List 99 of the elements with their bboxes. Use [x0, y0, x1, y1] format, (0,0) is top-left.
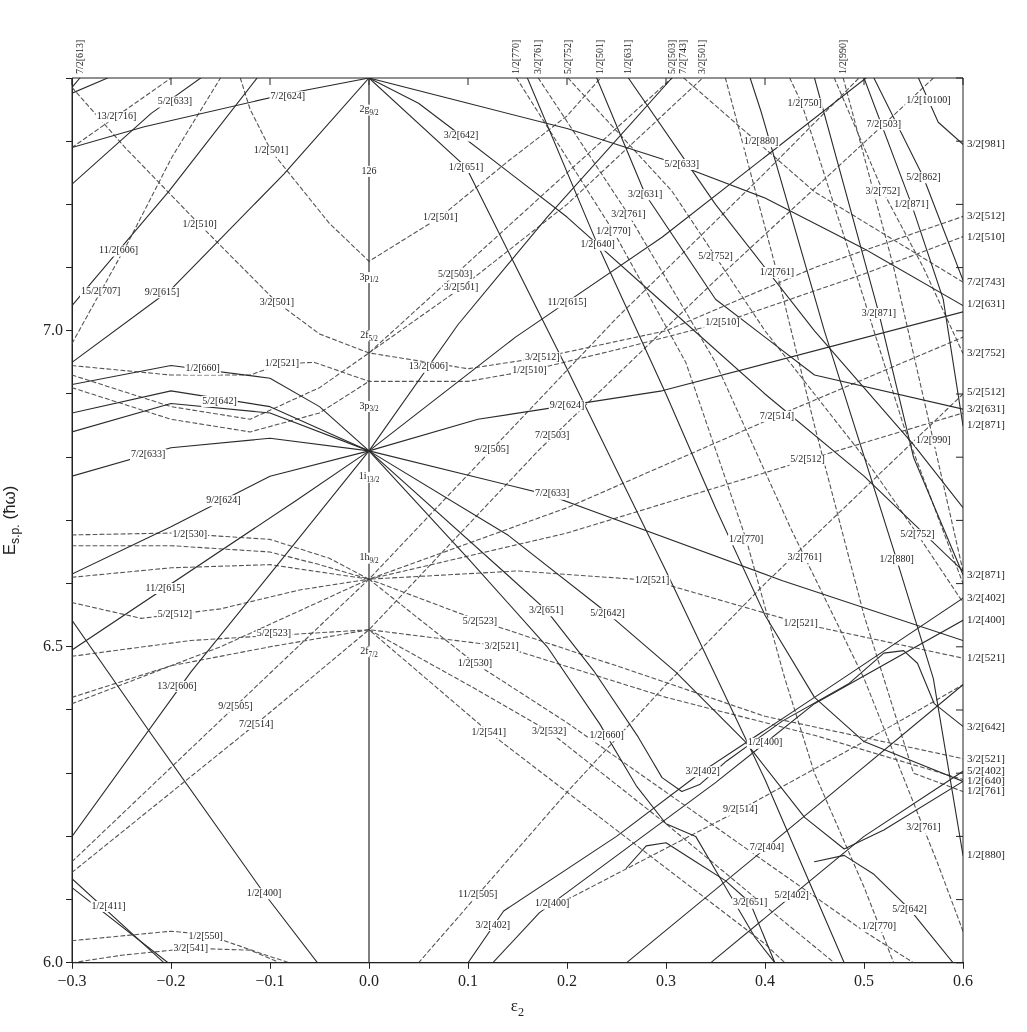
annotation: 5/2[752] [561, 39, 573, 74]
annotation: 3/2[631] [627, 187, 663, 199]
annotation: 1/2[501] [423, 210, 458, 222]
annotation: 1/2[880] [879, 553, 914, 565]
annotation: 3/2[512] [967, 209, 1005, 222]
annotation: 5/2[512] [967, 384, 1005, 397]
annotation: 3/2[651] [528, 603, 564, 615]
annotation: 7/2[624] [270, 89, 306, 101]
annotation: 3/2[402] [967, 591, 1005, 604]
annotation: 9/2[505] [218, 699, 253, 711]
annotation: 15/2[707] [80, 285, 121, 297]
annotation: 1/2[880] [967, 848, 1005, 861]
annotation: 3/2[642] [967, 719, 1005, 732]
annotation: 3/2[501] [259, 295, 295, 307]
annotation: 13/2[606] [408, 360, 449, 372]
annotation: 1/2[631] [622, 39, 634, 74]
annotation: 5/2[642] [202, 394, 237, 406]
annotation: 3/2[761] [906, 821, 941, 833]
annotation: 1/2[530] [457, 656, 493, 668]
annotation: 3/2[631] [967, 402, 1005, 415]
annotation: 13/2[606] [157, 679, 197, 691]
annotation: 1/2[761] [967, 784, 1005, 797]
annotation: 1/2[10100] [906, 93, 951, 105]
annotation: 7/2[743] [967, 275, 1005, 288]
annotation: 1/2[400] [747, 736, 783, 748]
annotation: 3/2[501] [696, 39, 708, 74]
x-tick-label: 0.3 [656, 971, 676, 989]
annotation: 5/2[503] [665, 39, 677, 74]
annotation: 1/2[770] [510, 39, 522, 74]
annotation: 1/2[501] [253, 144, 289, 156]
y-axis-title: Es.p. (ħω) [0, 485, 23, 556]
annotation: 126 [361, 164, 377, 176]
annotation: 9/2[615] [144, 285, 180, 297]
annotation: 3/2[761] [611, 208, 646, 220]
annotation: 1/2[510] [182, 218, 217, 230]
annotation: 5/2[862] [906, 170, 941, 182]
x-tick-label: 0.6 [953, 971, 973, 989]
annotation: 1/2[990] [836, 39, 848, 74]
annotation: 7/2[613] [73, 39, 85, 74]
annotation: 3/2[402] [475, 918, 510, 930]
annotation: 3/2[981] [967, 137, 1005, 150]
x-tick-label: −0.2 [156, 971, 186, 989]
annotation: 1/2[521] [967, 651, 1005, 664]
annotation: 1/2[400] [246, 886, 282, 898]
annotation: 11/2[606] [99, 244, 139, 256]
annotation: 5/2[633] [157, 95, 193, 107]
annotation: 7/2[503] [866, 117, 902, 129]
annotation: 11/2[615] [547, 295, 587, 307]
annotation: 3/2[871] [967, 567, 1005, 580]
annotation: 9/2[505] [474, 443, 509, 455]
y-tick-label: 6.0 [43, 953, 63, 970]
annotation: 1/2[871] [894, 198, 929, 210]
annotation: 5/2[642] [892, 902, 927, 914]
annotation: 9/2[624] [549, 399, 585, 410]
annotation: 1/2[660] [589, 728, 624, 740]
annotation: 1/2[990] [916, 434, 951, 446]
annotation: 1/2[400] [534, 897, 570, 909]
annotation: 11/2[615] [145, 581, 185, 593]
annotation: 1/2[631] [967, 297, 1005, 310]
annotation: 3/2[521] [967, 751, 1005, 764]
annotation: 7/2[503] [534, 428, 570, 440]
annotation: 1/2[530] [172, 527, 208, 539]
x-tick-label: 0.1 [458, 971, 478, 989]
annotation: 1/2[501] [594, 39, 606, 74]
annotation: 3/2[761] [787, 550, 822, 562]
annotation: 11/2[505] [458, 888, 498, 900]
annotation: 1/2[411] [91, 899, 126, 911]
annotation: 3/2[761] [531, 39, 543, 74]
annotation: 1/2[541] [471, 725, 507, 737]
annotation: 3/2[532] [531, 725, 567, 737]
annotation: 7/2[514] [238, 717, 274, 729]
x-tick-label: −0.1 [255, 971, 285, 989]
annotation: 1/2[660] [185, 362, 220, 374]
annotation: 1/2[871] [967, 418, 1005, 431]
annotation: 9/2[624] [206, 493, 241, 505]
annotation: 1/2[770] [596, 225, 631, 237]
annotation: 3/2[752] [967, 346, 1005, 359]
annotation: 13/2[716] [96, 109, 137, 121]
annotation: 1/2[651] [448, 160, 484, 172]
annotation: 5/2[512] [157, 608, 193, 620]
annotation: 1/2[880] [743, 134, 779, 146]
annotation: 7/2[743] [677, 39, 689, 74]
x-tick-label: 0.0 [359, 971, 379, 989]
annotation: 5/2[503] [437, 268, 473, 280]
annotation: 5/2[642] [590, 606, 625, 618]
annotation: 1/2[400] [967, 613, 1005, 626]
annotation: 1/2[640] [967, 774, 1005, 787]
y-tick-label: 7.0 [43, 321, 63, 338]
annotation: 1/2[770] [861, 919, 897, 931]
annotation: 5/2[633] [664, 157, 700, 169]
x-tick-label: 0.4 [755, 971, 775, 989]
x-tick-label: 0.2 [557, 971, 577, 989]
annotation: 1/2[510] [967, 229, 1005, 242]
annotation: 7/2[633] [131, 447, 166, 459]
annotation: 5/2[402] [967, 764, 1005, 777]
x-tick-label: −0.3 [57, 971, 87, 989]
y-tick-label: 6.5 [43, 637, 63, 654]
annotation: 5/2[752] [698, 249, 733, 261]
x-tick-label: 0.5 [854, 971, 874, 989]
